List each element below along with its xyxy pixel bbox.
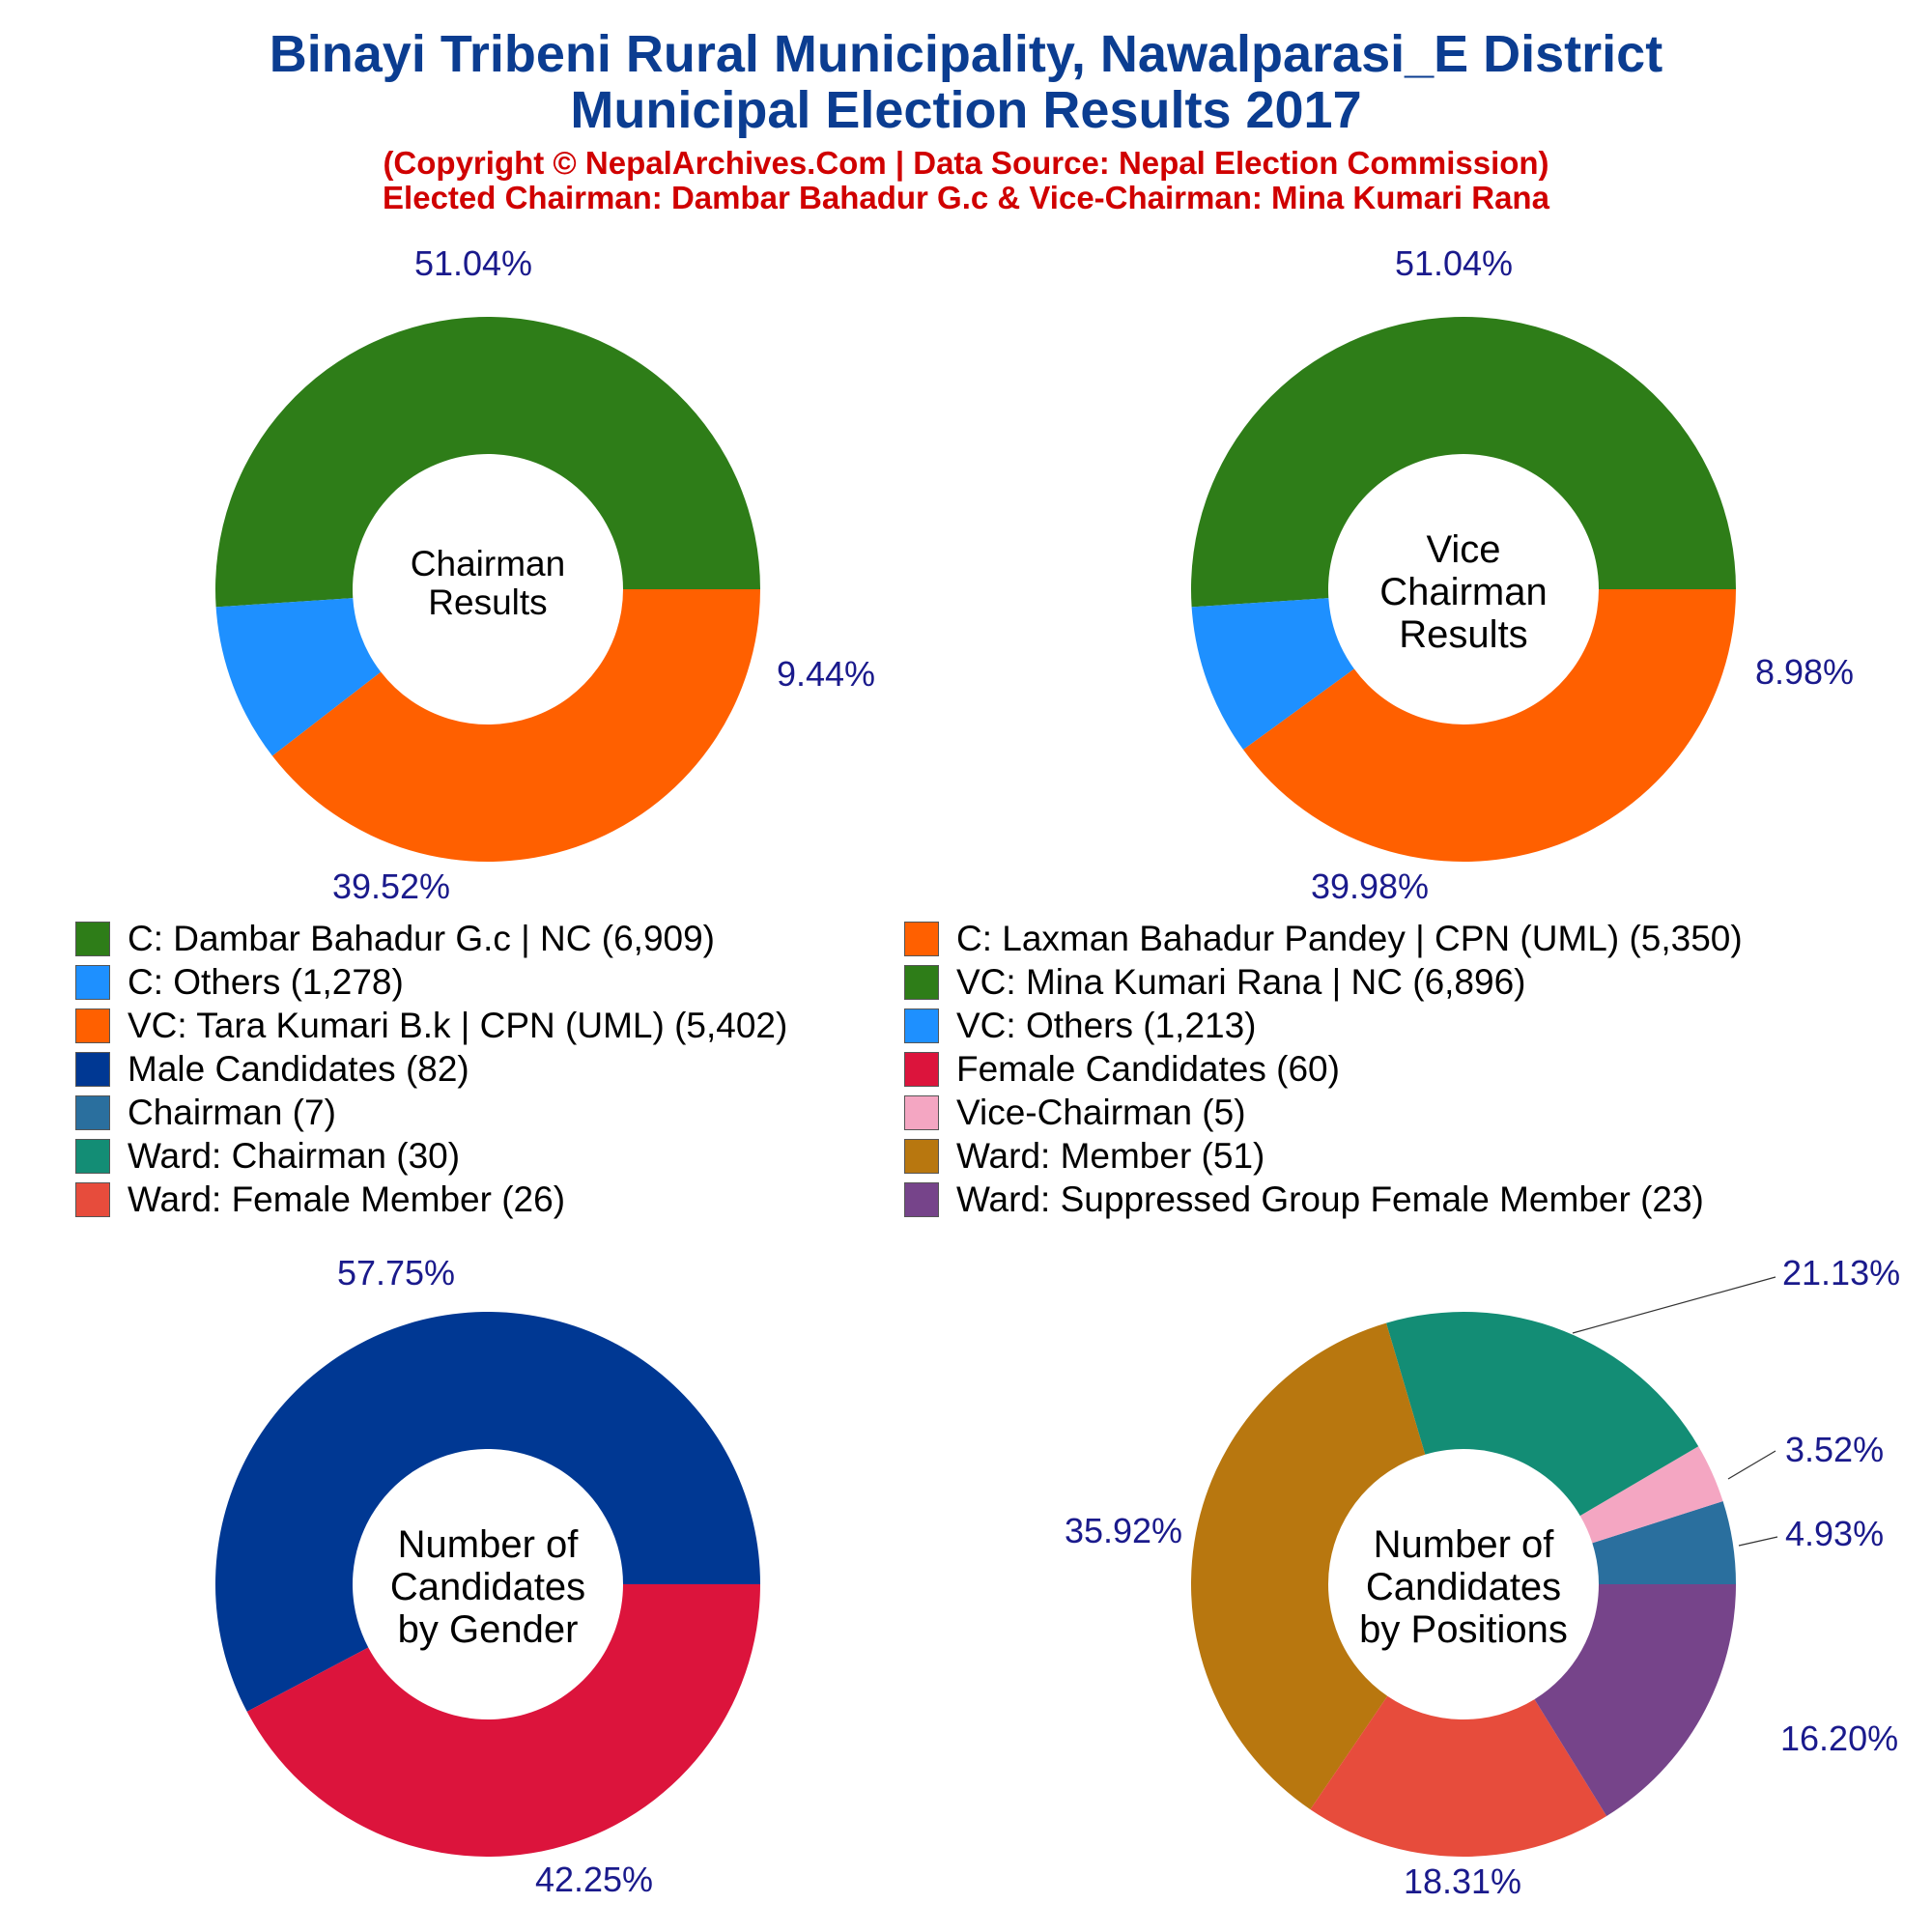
slice-ward-female-member (1310, 1695, 1607, 1857)
percent-label: 16.20% (1780, 1719, 1898, 1758)
percent-label: 51.04% (414, 243, 532, 283)
legend-swatch (904, 1009, 939, 1043)
donut-center-label: Chairman (1379, 571, 1547, 613)
percent-label: 21.13% (1782, 1253, 1900, 1293)
percent-label: 39.52% (332, 867, 450, 906)
donut-center-label: Results (428, 582, 547, 622)
legend-item: Male Candidates (82) (75, 1048, 469, 1091)
donut-center-label: by Gender (398, 1608, 579, 1651)
legend-swatch (75, 922, 110, 956)
elected-subtitle: Elected Chairman: Dambar Bahadur G.c & V… (383, 180, 1549, 215)
percent-label: 8.98% (1755, 652, 1854, 692)
slice-ward-chairman (1386, 1312, 1699, 1517)
legend-item: VC: Others (1,213) (904, 1005, 1257, 1047)
legend-label: Ward: Female Member (26) (128, 1179, 566, 1219)
slice-ward-member (1191, 1322, 1426, 1810)
legend-label: Male Candidates (82) (128, 1049, 469, 1089)
slice-c-laxman-bahadur-pandey-cpn-uml (271, 589, 760, 862)
legend-item: VC: Tara Kumari B.k | CPN (UML) (5,402) (75, 1005, 787, 1047)
leader-line (1727, 1450, 1776, 1480)
slice-female-candidates (246, 1584, 760, 1857)
legend-swatch (904, 1182, 939, 1217)
legend-item: VC: Mina Kumari Rana | NC (6,896) (904, 961, 1526, 1004)
percent-label: 4.93% (1785, 1514, 1884, 1553)
slice-c-others (215, 598, 382, 756)
legend: C: Dambar Bahadur G.c | NC (6,909) C: Lax… (0, 918, 1932, 1236)
donut-center-label: Number of (398, 1523, 580, 1566)
percent-label: 39.98% (1311, 867, 1429, 906)
donut-center-label: Results (1399, 613, 1527, 656)
donut-center-label: by Positions (1359, 1608, 1568, 1651)
leader-line (1572, 1276, 1776, 1334)
slice-vice-chairman (1579, 1446, 1723, 1544)
legend-label: C: Laxman Bahadur Pandey | CPN (UML) (5,… (956, 919, 1743, 958)
percent-label: 9.44% (777, 654, 875, 694)
legend-swatch (75, 1139, 110, 1174)
percent-label: 35.92% (1065, 1511, 1182, 1550)
legend-item: Ward: Chairman (30) (75, 1135, 460, 1178)
legend-swatch (75, 1052, 110, 1087)
legend-label: Female Candidates (60) (956, 1049, 1340, 1089)
legend-swatch (904, 965, 939, 1000)
legend-label: Ward: Suppressed Group Female Member (23… (956, 1179, 1704, 1219)
donut-center-label: Candidates (390, 1566, 585, 1608)
legend-item: C: Dambar Bahadur G.c | NC (6,909) (75, 918, 715, 960)
donut-center-label: Number of (1374, 1523, 1555, 1566)
legend-item: Ward: Member (51) (904, 1135, 1264, 1178)
legend-label: VC: Tara Kumari B.k | CPN (UML) (5,402) (128, 1006, 788, 1045)
chart-title: Binayi Tribeni Rural Municipality, Nawal… (269, 25, 1663, 83)
slice-ward-suppressed-group-female-member (1534, 1584, 1736, 1816)
legend-label: Ward: Member (51) (956, 1136, 1265, 1176)
legend-swatch (904, 1095, 939, 1130)
percent-label: 51.04% (1395, 243, 1513, 283)
legend-label: Ward: Chairman (30) (128, 1136, 461, 1176)
legend-swatch (75, 1009, 110, 1043)
slice-vc-mina-kumari-rana-nc (1190, 316, 1736, 608)
legend-label: C: Dambar Bahadur G.c | NC (6,909) (128, 919, 716, 958)
copyright-subtitle: (Copyright © NepalArchives.Com | Data So… (383, 145, 1549, 181)
legend-item: Vice-Chairman (5) (904, 1092, 1246, 1134)
donut-center-label: Candidates (1366, 1566, 1561, 1608)
leader-line (1738, 1536, 1778, 1547)
percent-label: 42.25% (535, 1860, 653, 1899)
slice-c-dambar-bahadur-g-c-nc (214, 316, 760, 608)
legend-item: Female Candidates (60) (904, 1048, 1340, 1091)
legend-swatch (904, 922, 939, 956)
chart-title-line2: Municipal Election Results 2017 (570, 81, 1362, 139)
slice-male-candidates (214, 1311, 761, 1712)
legend-item: Ward: Suppressed Group Female Member (23… (904, 1179, 1704, 1221)
legend-swatch (75, 1182, 110, 1217)
legend-item: C: Laxman Bahadur Pandey | CPN (UML) (5,… (904, 918, 1743, 960)
legend-label: Chairman (7) (128, 1093, 336, 1132)
legend-label: C: Others (1,278) (128, 962, 404, 1002)
legend-swatch (75, 965, 110, 1000)
legend-item: C: Others (1,278) (75, 961, 404, 1004)
legend-label: VC: Mina Kumari Rana | NC (6,896) (956, 962, 1526, 1002)
legend-swatch (75, 1095, 110, 1130)
percent-label: 18.31% (1404, 1861, 1521, 1901)
legend-swatch (904, 1139, 939, 1174)
donut-center-label: Chairman (411, 544, 565, 583)
legend-swatch (904, 1052, 939, 1087)
percent-label: 3.52% (1785, 1430, 1884, 1469)
legend-item: Chairman (7) (75, 1092, 336, 1134)
percent-label: 57.75% (337, 1253, 455, 1293)
slice-vc-others (1191, 598, 1354, 751)
donut-center-label: Vice (1426, 528, 1500, 571)
legend-item: Ward: Female Member (26) (75, 1179, 565, 1221)
legend-label: VC: Others (1,213) (956, 1006, 1257, 1045)
slice-vc-tara-kumari-b-k-cpn-uml (1243, 589, 1736, 862)
slice-chairman (1592, 1501, 1736, 1584)
legend-label: Vice-Chairman (5) (956, 1093, 1246, 1132)
